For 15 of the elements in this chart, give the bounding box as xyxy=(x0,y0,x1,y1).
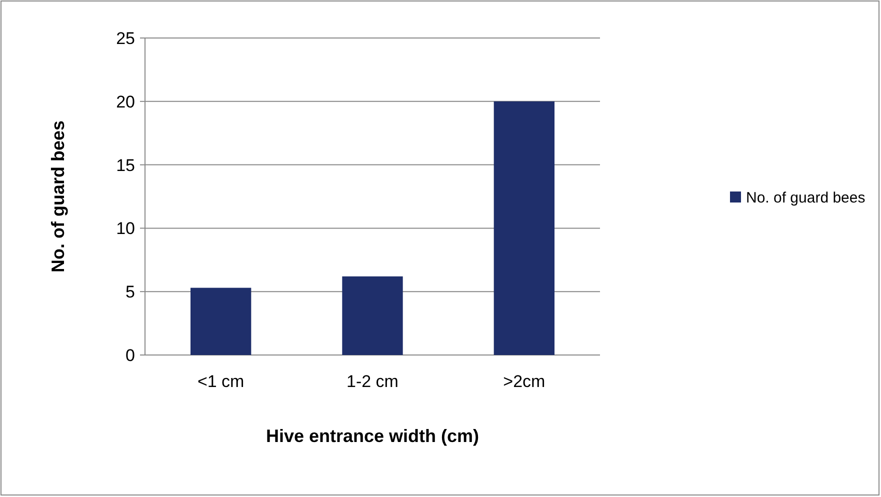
y-tick-label: 0 xyxy=(126,346,135,365)
y-tick-label: 20 xyxy=(116,92,135,112)
bar xyxy=(494,101,554,355)
y-tick-label: 25 xyxy=(116,28,135,48)
bar xyxy=(342,276,403,355)
x-axis-title: Hive entrance width (cm) xyxy=(266,426,480,446)
x-tick-label: <1 cm xyxy=(197,372,244,391)
y-tick-label: 15 xyxy=(116,156,135,175)
y-tick-label: 5 xyxy=(126,282,135,302)
bar xyxy=(190,288,252,355)
y-axis-title: No. of guard bees xyxy=(48,120,68,273)
legend-label: No. of guard bees xyxy=(746,190,866,206)
y-tick-label: 10 xyxy=(116,219,135,238)
x-tick-label: >2cm xyxy=(503,372,546,391)
x-tick-label: 1-2 cm xyxy=(346,372,398,391)
